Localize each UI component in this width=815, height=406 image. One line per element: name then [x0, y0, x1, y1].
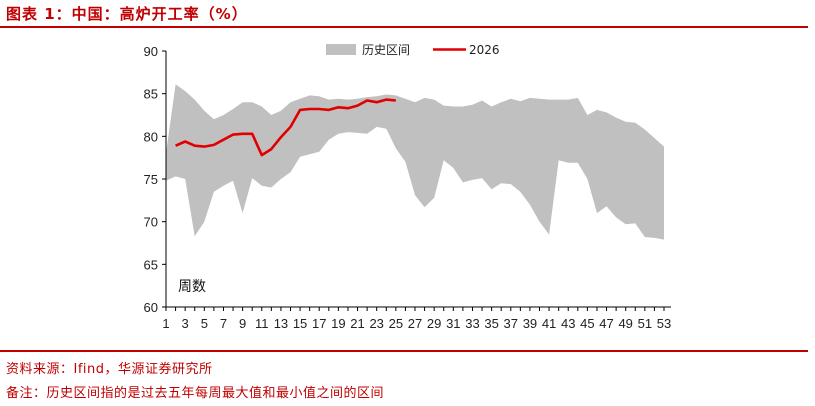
- y-tick-label: 75: [144, 172, 158, 187]
- x-tick-label: 53: [657, 316, 671, 331]
- figure-title: 图表 1：中国：高炉开工率（%）: [6, 5, 248, 23]
- x-tick-label: 47: [599, 316, 613, 331]
- x-tick-label: 43: [561, 316, 575, 331]
- x-tick-label: 7: [220, 316, 227, 331]
- x-tick-label: 51: [638, 316, 652, 331]
- legend-line-label: 2026: [469, 43, 500, 57]
- footer-divider: [0, 350, 808, 352]
- x-tick-label: 15: [293, 316, 307, 331]
- x-tick-label: 1: [162, 316, 169, 331]
- x-tick-label: 37: [504, 316, 518, 331]
- y-tick-label: 70: [144, 215, 158, 230]
- x-tick-label: 29: [427, 316, 441, 331]
- x-tick-label: 33: [465, 316, 479, 331]
- y-tick-label: 90: [144, 44, 158, 59]
- x-tick-label: 11: [255, 316, 269, 331]
- series-2026-line: [175, 98, 396, 157]
- y-tick-label: 60: [144, 300, 158, 315]
- remark-note: 备注：历史区间指的是过去五年每周最大值和最小值之间的区间: [6, 386, 385, 401]
- x-tick-label: 25: [389, 316, 403, 331]
- legend-band-swatch: [326, 44, 356, 55]
- title-divider: [0, 26, 808, 28]
- x-tick-label: 41: [542, 316, 556, 331]
- history-range-band: [166, 84, 664, 240]
- x-tick-label: 27: [408, 316, 422, 331]
- x-tick-label: 39: [523, 316, 537, 331]
- x-tick-label: 17: [312, 316, 326, 331]
- x-tick-label: 3: [182, 316, 189, 331]
- legend-band-label: 历史区间: [362, 43, 410, 57]
- x-tick-label: 19: [331, 316, 345, 331]
- y-tick-label: 85: [144, 87, 158, 102]
- x-tick-label: 5: [201, 316, 208, 331]
- y-tick-label: 65: [144, 257, 158, 272]
- x-tick-label: 35: [484, 316, 498, 331]
- x-tick-label: 21: [350, 316, 364, 331]
- y-tick-label: 80: [144, 129, 158, 144]
- x-tick-label: 13: [274, 316, 288, 331]
- x-tick-label: 23: [369, 316, 383, 331]
- source-note: 资料来源：Ifind，华源证券研究所: [6, 362, 213, 377]
- x-tick-label: 45: [580, 316, 594, 331]
- x-tick-label: 49: [618, 316, 632, 331]
- x-tick-label: 31: [446, 316, 460, 331]
- unit-label: 周数: [178, 279, 206, 295]
- x-tick-label: 9: [239, 316, 246, 331]
